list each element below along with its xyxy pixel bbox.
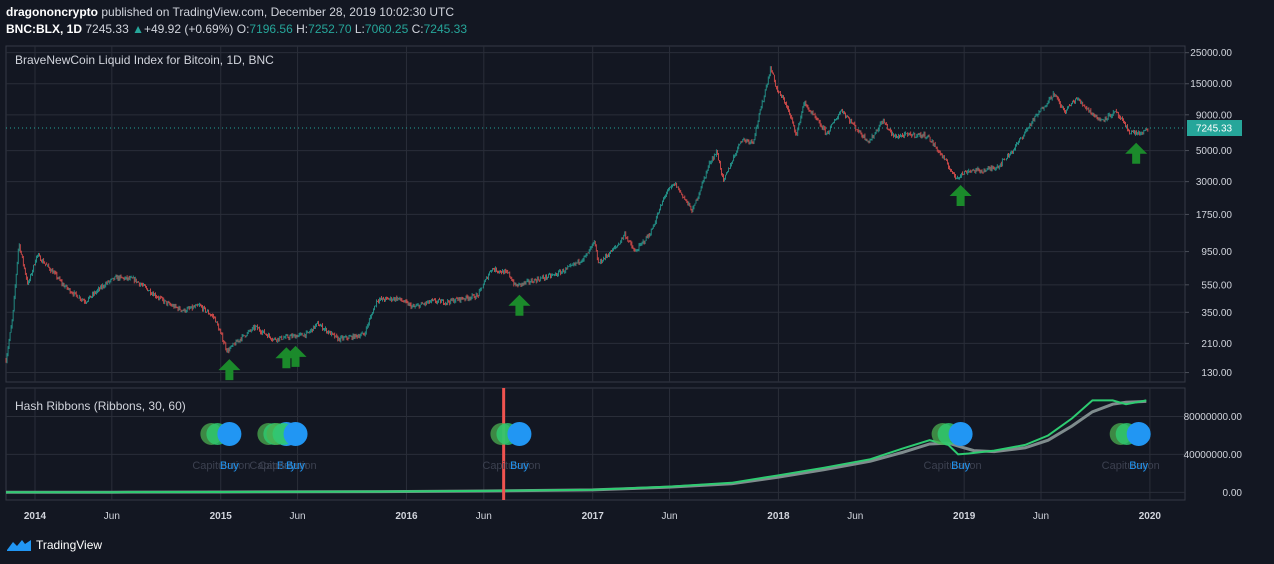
buy-arrow-icon xyxy=(275,347,298,369)
capitulation-label: Capitulation xyxy=(924,460,982,472)
buy-label: Buy xyxy=(277,460,296,472)
time-tick-label: 2014 xyxy=(24,511,47,522)
buy-arrow-icon xyxy=(218,359,241,381)
footer: TradingView xyxy=(6,538,102,552)
price-tick-label: 15000.00 xyxy=(1190,79,1232,90)
buy-arrow-icon xyxy=(949,184,972,206)
price-tick-label: 950.00 xyxy=(1201,247,1232,258)
buy-bubble xyxy=(1126,422,1151,446)
time-axis[interactable]: 2014 Jun 2015 Jun 2016 Jun 2017 Jun 2018 Jun 2019 J… xyxy=(24,511,1162,522)
author-name[interactable]: dragononcrypto xyxy=(6,5,98,19)
price-tick-label: 5000.00 xyxy=(1196,146,1233,157)
price-tick-label: 3000.00 xyxy=(1196,177,1233,188)
time-tick-label: 2020 xyxy=(1139,511,1162,522)
ohlc-legend: BNC:BLX, 1D 7245.33 ▲+49.92 (+0.69%) O:7… xyxy=(6,22,467,36)
tradingview-logo-icon[interactable] xyxy=(6,538,32,552)
price-tick-label: 210.00 xyxy=(1201,339,1232,350)
ribbon-tick-label: 0.00 xyxy=(1223,488,1243,499)
buy-arrow-icon xyxy=(1125,142,1148,164)
price-tick-label: 550.00 xyxy=(1201,280,1232,291)
buy-bubble xyxy=(507,422,532,446)
symbol-label[interactable]: BNC:BLX, 1D xyxy=(6,22,83,36)
capitulation-label: Capitulation xyxy=(258,460,316,472)
buy-label: Buy xyxy=(951,460,970,472)
last-price: 7245.33 xyxy=(85,22,129,36)
buy-bubble xyxy=(217,422,242,446)
capitulation-label: Capitulation xyxy=(192,460,250,472)
last-price-tag: 7245.33 xyxy=(1187,120,1242,137)
time-tick-label: Jun xyxy=(847,511,863,522)
ribbon-tick-label: 40000000.00 xyxy=(1184,450,1243,461)
price-change: +49.92 (+0.69%) xyxy=(143,22,234,36)
buy-bubble xyxy=(948,422,973,446)
buy-label: Buy xyxy=(220,460,239,472)
publish-info: dragononcrypto published on TradingView.… xyxy=(6,5,454,19)
last-price-tag-text: 7245.33 xyxy=(1196,124,1233,135)
time-tick-label: Jun xyxy=(661,511,677,522)
open-label: O: xyxy=(236,22,250,36)
buy-label: Buy xyxy=(510,460,529,472)
buy-arrow-icon xyxy=(284,345,307,367)
ribbon-pane-title: Hash Ribbons (Ribbons, 30, 60) xyxy=(15,399,186,413)
chart-canvas[interactable]: 2014 Jun 2015 Jun 2016 Jun 2017 Jun 2018 Jun 2019 J… xyxy=(0,38,1274,530)
buy-label: Buy xyxy=(286,460,305,472)
open-value: 7196.56 xyxy=(249,22,293,36)
price-tick-label: 9000.00 xyxy=(1196,110,1233,121)
ribbon-tick-label: 80000000.00 xyxy=(1184,412,1243,423)
price-pane-title: BraveNewCoin Liquid Index for Bitcoin, 1… xyxy=(15,53,274,67)
published-text: published on TradingView.com, December 2… xyxy=(101,5,455,19)
low-label: L: xyxy=(354,22,365,36)
ribbon-pane-frame xyxy=(5,387,1186,501)
time-tick-label: Jun xyxy=(104,511,120,522)
time-tick-label: 2018 xyxy=(767,511,790,522)
buy-bubble xyxy=(283,422,308,446)
time-tick-label: Jun xyxy=(1033,511,1049,522)
ribbon-slow-line xyxy=(5,399,1147,494)
high-value: 7252.70 xyxy=(308,22,352,36)
time-tick-label: Jun xyxy=(476,511,492,522)
change-up-icon: ▲ xyxy=(132,22,144,36)
close-label: C: xyxy=(411,22,424,36)
close-value: 7245.33 xyxy=(423,22,468,36)
buy-label: Buy xyxy=(1129,460,1148,472)
grid xyxy=(6,46,1185,500)
ribbon-fast-line xyxy=(5,399,1147,494)
price-tick-label: 25000.00 xyxy=(1190,48,1232,59)
price-tick-label: 350.00 xyxy=(1201,308,1232,319)
price-axis[interactable]: 25000.00 15000.00 9000.00 5000.00 3000.00 175… xyxy=(1185,48,1232,379)
time-tick-label: 2015 xyxy=(210,511,233,522)
ribbon-axis[interactable]: 80000000.00 40000000.00 0.00 xyxy=(1184,412,1243,499)
footer-brand[interactable]: TradingView xyxy=(36,538,103,552)
time-tick-label: 2019 xyxy=(953,511,976,522)
price-tick-label: 1750.00 xyxy=(1196,210,1233,221)
capitulation-label: Capitulation xyxy=(249,460,307,472)
high-label: H: xyxy=(296,22,309,36)
time-tick-label: 2017 xyxy=(582,511,605,522)
capitulation-label: Capitulation xyxy=(1102,460,1160,472)
price-tick-label: 130.00 xyxy=(1201,368,1232,379)
buy-arrow-icon xyxy=(508,294,531,316)
buy-arrows xyxy=(218,142,1148,381)
time-tick-label: Jun xyxy=(290,511,306,522)
time-tick-label: 2016 xyxy=(395,511,418,522)
price-candles xyxy=(5,66,1149,364)
low-value: 7060.25 xyxy=(364,22,409,36)
capitulation-label: Capitulation xyxy=(482,460,540,472)
